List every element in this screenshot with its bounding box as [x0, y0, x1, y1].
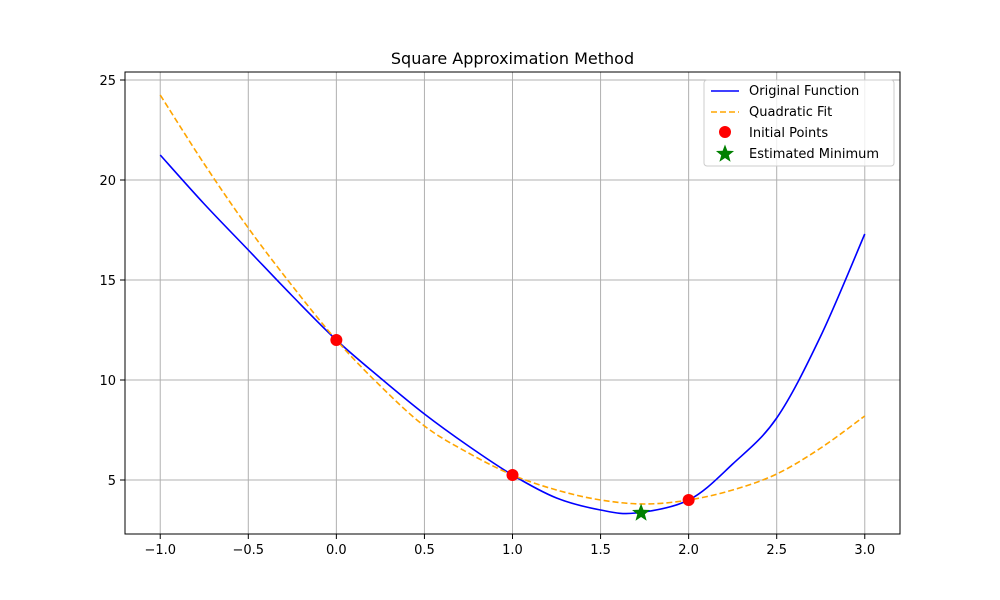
- x-tick-label: 2.0: [678, 543, 699, 558]
- legend-label-initial-points: Initial Points: [749, 126, 828, 141]
- legend-box: [703, 79, 895, 167]
- y-tick-label: 10: [99, 374, 116, 389]
- x-tick-label: −0.5: [233, 543, 265, 558]
- series-line-original-function: [159, 154, 866, 515]
- y-tick-label: 25: [99, 74, 116, 89]
- point-estimated-minimum: [632, 503, 651, 521]
- point-initial-points: [330, 334, 343, 346]
- y-axis-ticks: 5 10 15 20 25: [99, 74, 125, 489]
- legend-label-quadratic-fit: Quadratic Fit: [749, 105, 832, 120]
- point-initial-points: [682, 494, 695, 506]
- scatter-points: [330, 334, 695, 521]
- y-tick-label: 15: [99, 274, 116, 289]
- x-tick-label: 0.5: [414, 543, 435, 558]
- legend-swatch-estimated-minimum: [715, 144, 735, 162]
- x-tick-label: 0.0: [326, 543, 347, 558]
- x-tick-label: 1.5: [590, 543, 611, 558]
- legend-swatch-initial-points: [719, 126, 731, 138]
- x-tick-label: 2.5: [766, 543, 787, 558]
- series-lines: [159, 94, 866, 515]
- series-line-quadratic-fit: [159, 94, 866, 505]
- y-tick-label: 5: [108, 474, 116, 489]
- legend-label-original-function: Original Function: [749, 84, 859, 99]
- point-initial-points: [506, 469, 519, 481]
- y-tick-label: 20: [99, 174, 116, 189]
- legend-label-estimated-minimum: Estimated Minimum: [749, 147, 879, 162]
- x-axis-ticks: −1.0 −0.5 0.0 0.5 1.0 1.5 2.0 2.5 3.0: [144, 534, 875, 558]
- x-tick-label: 1.0: [502, 543, 523, 558]
- chart-title: Square Approximation Method: [391, 49, 634, 68]
- x-tick-label: 3.0: [854, 543, 875, 558]
- legend: Original Function Quadratic Fit Initial …: [703, 79, 895, 167]
- x-tick-label: −1.0: [144, 543, 176, 558]
